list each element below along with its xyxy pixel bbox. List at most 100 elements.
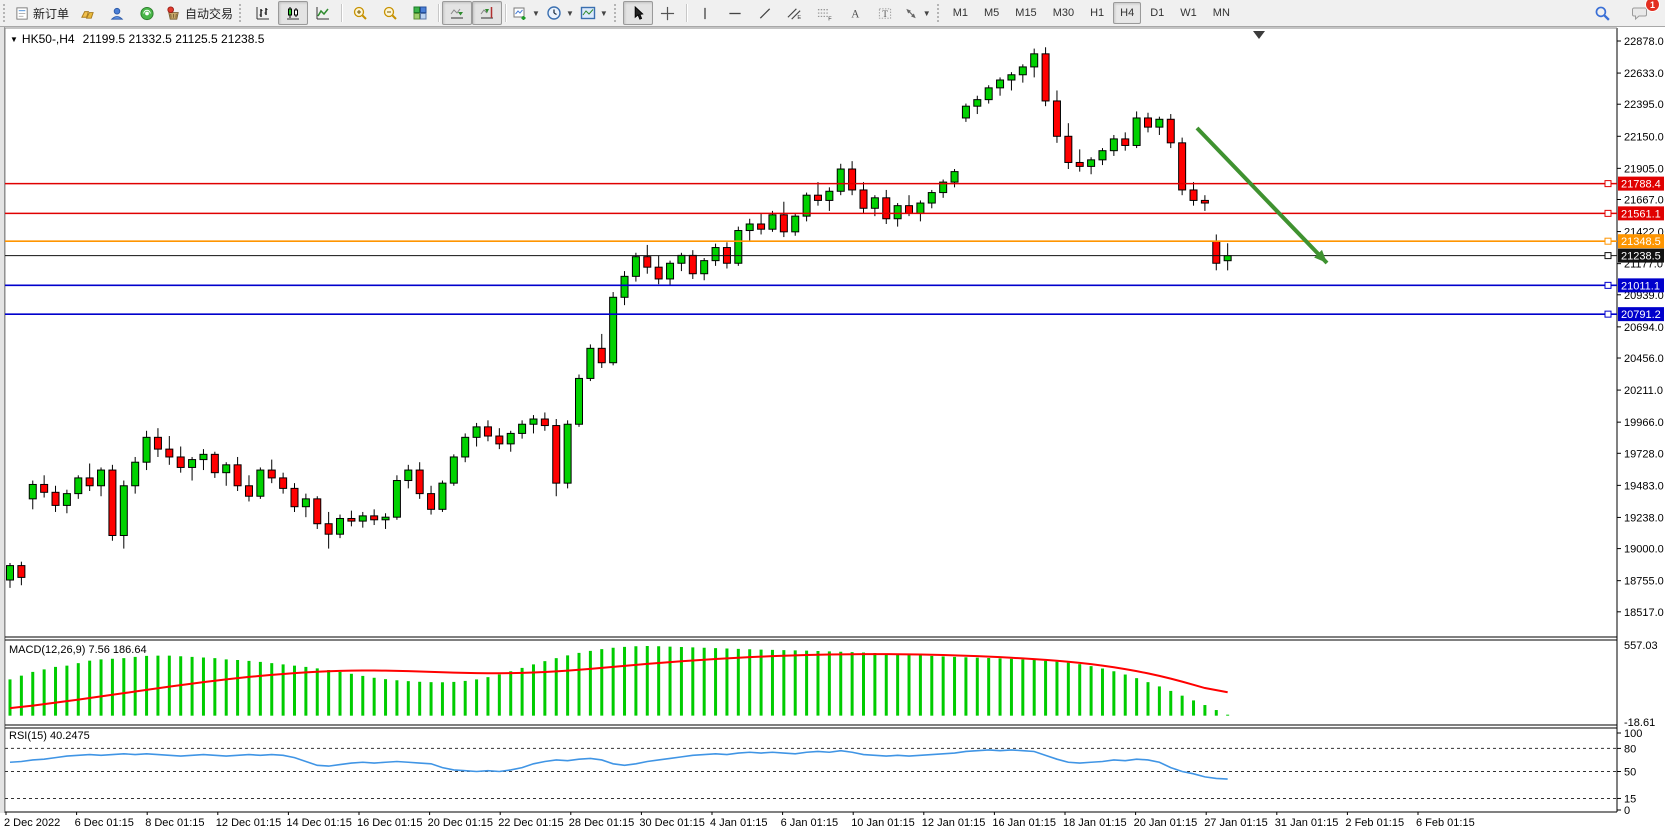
search-button[interactable] — [1587, 1, 1617, 25]
svg-text:A: A — [851, 8, 860, 20]
candle-up — [745, 223, 754, 232]
chart-shift-button[interactable] — [472, 1, 503, 25]
price-tick-label: 22878.0 — [1624, 36, 1664, 48]
candle-down — [848, 168, 857, 191]
notification-badge: 1 — [1645, 0, 1660, 12]
time-axis-label: 12 Dec 01:15 — [216, 817, 281, 829]
time-axis-label: 4 Jan 01:15 — [710, 817, 768, 829]
crosshair-button[interactable] — [653, 1, 683, 25]
price-level-handle[interactable] — [1604, 237, 1612, 245]
chart-canvas[interactable]: 22878.0 22633.0 22395.0 22150.0 21905.0 21667… — [0, 27, 1665, 837]
price-tick-label: 20939.0 — [1624, 290, 1664, 302]
vertical-line-button[interactable] — [690, 1, 720, 25]
bar-chart-button[interactable] — [248, 1, 278, 25]
tile-windows-button[interactable] — [405, 1, 435, 25]
candle-up — [1155, 118, 1164, 128]
candle-up — [1109, 138, 1118, 152]
auto-scroll-button[interactable] — [442, 1, 473, 25]
candle-down — [17, 565, 26, 578]
candle-up — [256, 469, 265, 497]
periods-button[interactable]: ▼ — [543, 1, 577, 25]
candle-down — [1189, 189, 1198, 201]
community-button[interactable] — [102, 1, 132, 25]
equidistant-channel-button[interactable]: E — [780, 1, 810, 25]
candlestick-chart-button[interactable] — [278, 1, 309, 25]
new-chart-icon — [513, 7, 526, 20]
cursor-button[interactable] — [622, 1, 653, 25]
timeframe-button-MN[interactable]: MN — [1212, 7, 1230, 19]
notifications-button[interactable]: 1 — [1625, 0, 1660, 25]
horizontal-line-button[interactable] — [720, 1, 750, 25]
fibonacci-button[interactable]: F — [810, 1, 840, 25]
candle-up — [1132, 117, 1141, 146]
toolbar-grip[interactable] — [936, 4, 943, 22]
price-level-handle[interactable] — [1604, 310, 1612, 318]
trend-arrow-annotation[interactable] — [1195, 126, 1329, 265]
candle-down — [324, 523, 333, 535]
text-label-button[interactable]: T — [870, 1, 900, 25]
price-tick-label: 20211.0 — [1624, 385, 1663, 397]
signals-button[interactable] — [132, 1, 162, 25]
auto-trading-button[interactable]: 自动交易 — [162, 1, 236, 25]
rsi-tick-label: 15 — [1624, 793, 1636, 805]
candle-up — [996, 79, 1005, 89]
templates-button[interactable]: ▼ — [577, 1, 611, 25]
timeframe-button-H4[interactable]: H4 — [1113, 2, 1142, 24]
line-chart-button[interactable] — [308, 1, 338, 25]
signals-icon — [140, 6, 154, 20]
candle-up — [677, 254, 686, 264]
deposit-button[interactable] — [72, 1, 102, 25]
time-axis-label: 6 Feb 01:15 — [1416, 817, 1475, 829]
bar-chart-icon — [256, 7, 270, 20]
timeframe-button-H1[interactable]: H1 — [1090, 7, 1105, 19]
time-axis-label: 16 Dec 01:15 — [357, 817, 422, 829]
candle-down — [1052, 100, 1061, 137]
timeframe-button-M5[interactable]: M5 — [984, 7, 1000, 19]
toolbar-grip[interactable] — [3, 4, 9, 22]
price-level-label: 20791.2 — [1621, 309, 1661, 321]
price-tick-label: 20456.0 — [1624, 353, 1664, 365]
text-button[interactable]: A — [840, 1, 870, 25]
toolbar-grip[interactable] — [613, 4, 620, 22]
arrows-button[interactable]: ▼ — [900, 1, 934, 25]
price-tick-label: 20694.0 — [1624, 322, 1664, 334]
community-user-icon — [110, 7, 124, 20]
candle-down — [85, 477, 94, 487]
macd-min-label: -18.61 — [1624, 717, 1655, 729]
zoom-out-button[interactable] — [375, 1, 405, 25]
chart-shift-marker[interactable] — [1253, 31, 1265, 39]
toolbar-separator — [685, 4, 687, 22]
candle-down — [597, 347, 606, 364]
toolbar-grip[interactable] — [239, 4, 245, 22]
price-level-label-bg — [1618, 278, 1664, 293]
candle-up — [836, 168, 845, 192]
candle-down — [1041, 53, 1050, 102]
timeframe-button-M1[interactable]: M1 — [952, 7, 968, 19]
plot-background[interactable] — [5, 28, 1617, 812]
new-chart-button[interactable]: ▼ — [509, 1, 543, 25]
rsi-tick-label: 0 — [1624, 805, 1630, 817]
timeframe-button-D1[interactable]: D1 — [1150, 7, 1165, 19]
price-level-handle[interactable] — [1604, 209, 1612, 217]
timeframe-button-M30[interactable]: M30 — [1052, 7, 1075, 19]
candle-down — [51, 491, 60, 506]
macd-max-label: 557.03 — [1624, 640, 1658, 652]
candle-down — [643, 256, 652, 268]
toolbar: 新订单 自动交易 — [0, 0, 1665, 27]
chart-dropdown-icon[interactable]: ▼ — [10, 35, 18, 44]
price-level-label: 21348.5 — [1621, 236, 1661, 248]
price-level-handle[interactable] — [1604, 252, 1612, 260]
trendline-button[interactable] — [750, 1, 780, 25]
time-axis-label: 8 Dec 01:15 — [145, 817, 204, 829]
search-icon — [1595, 6, 1610, 21]
candle-up — [449, 456, 458, 484]
zoom-in-icon — [353, 6, 367, 20]
new-order-button[interactable]: 新订单 — [12, 1, 72, 25]
candle-up — [222, 464, 231, 474]
timeframe-button-M15[interactable]: M15 — [1015, 7, 1037, 19]
price-level-handle[interactable] — [1604, 281, 1612, 289]
price-level-handle[interactable] — [1604, 180, 1612, 188]
line-chart-icon — [316, 7, 330, 20]
zoom-in-button[interactable] — [345, 1, 375, 25]
timeframe-button-W1[interactable]: W1 — [1180, 7, 1197, 19]
